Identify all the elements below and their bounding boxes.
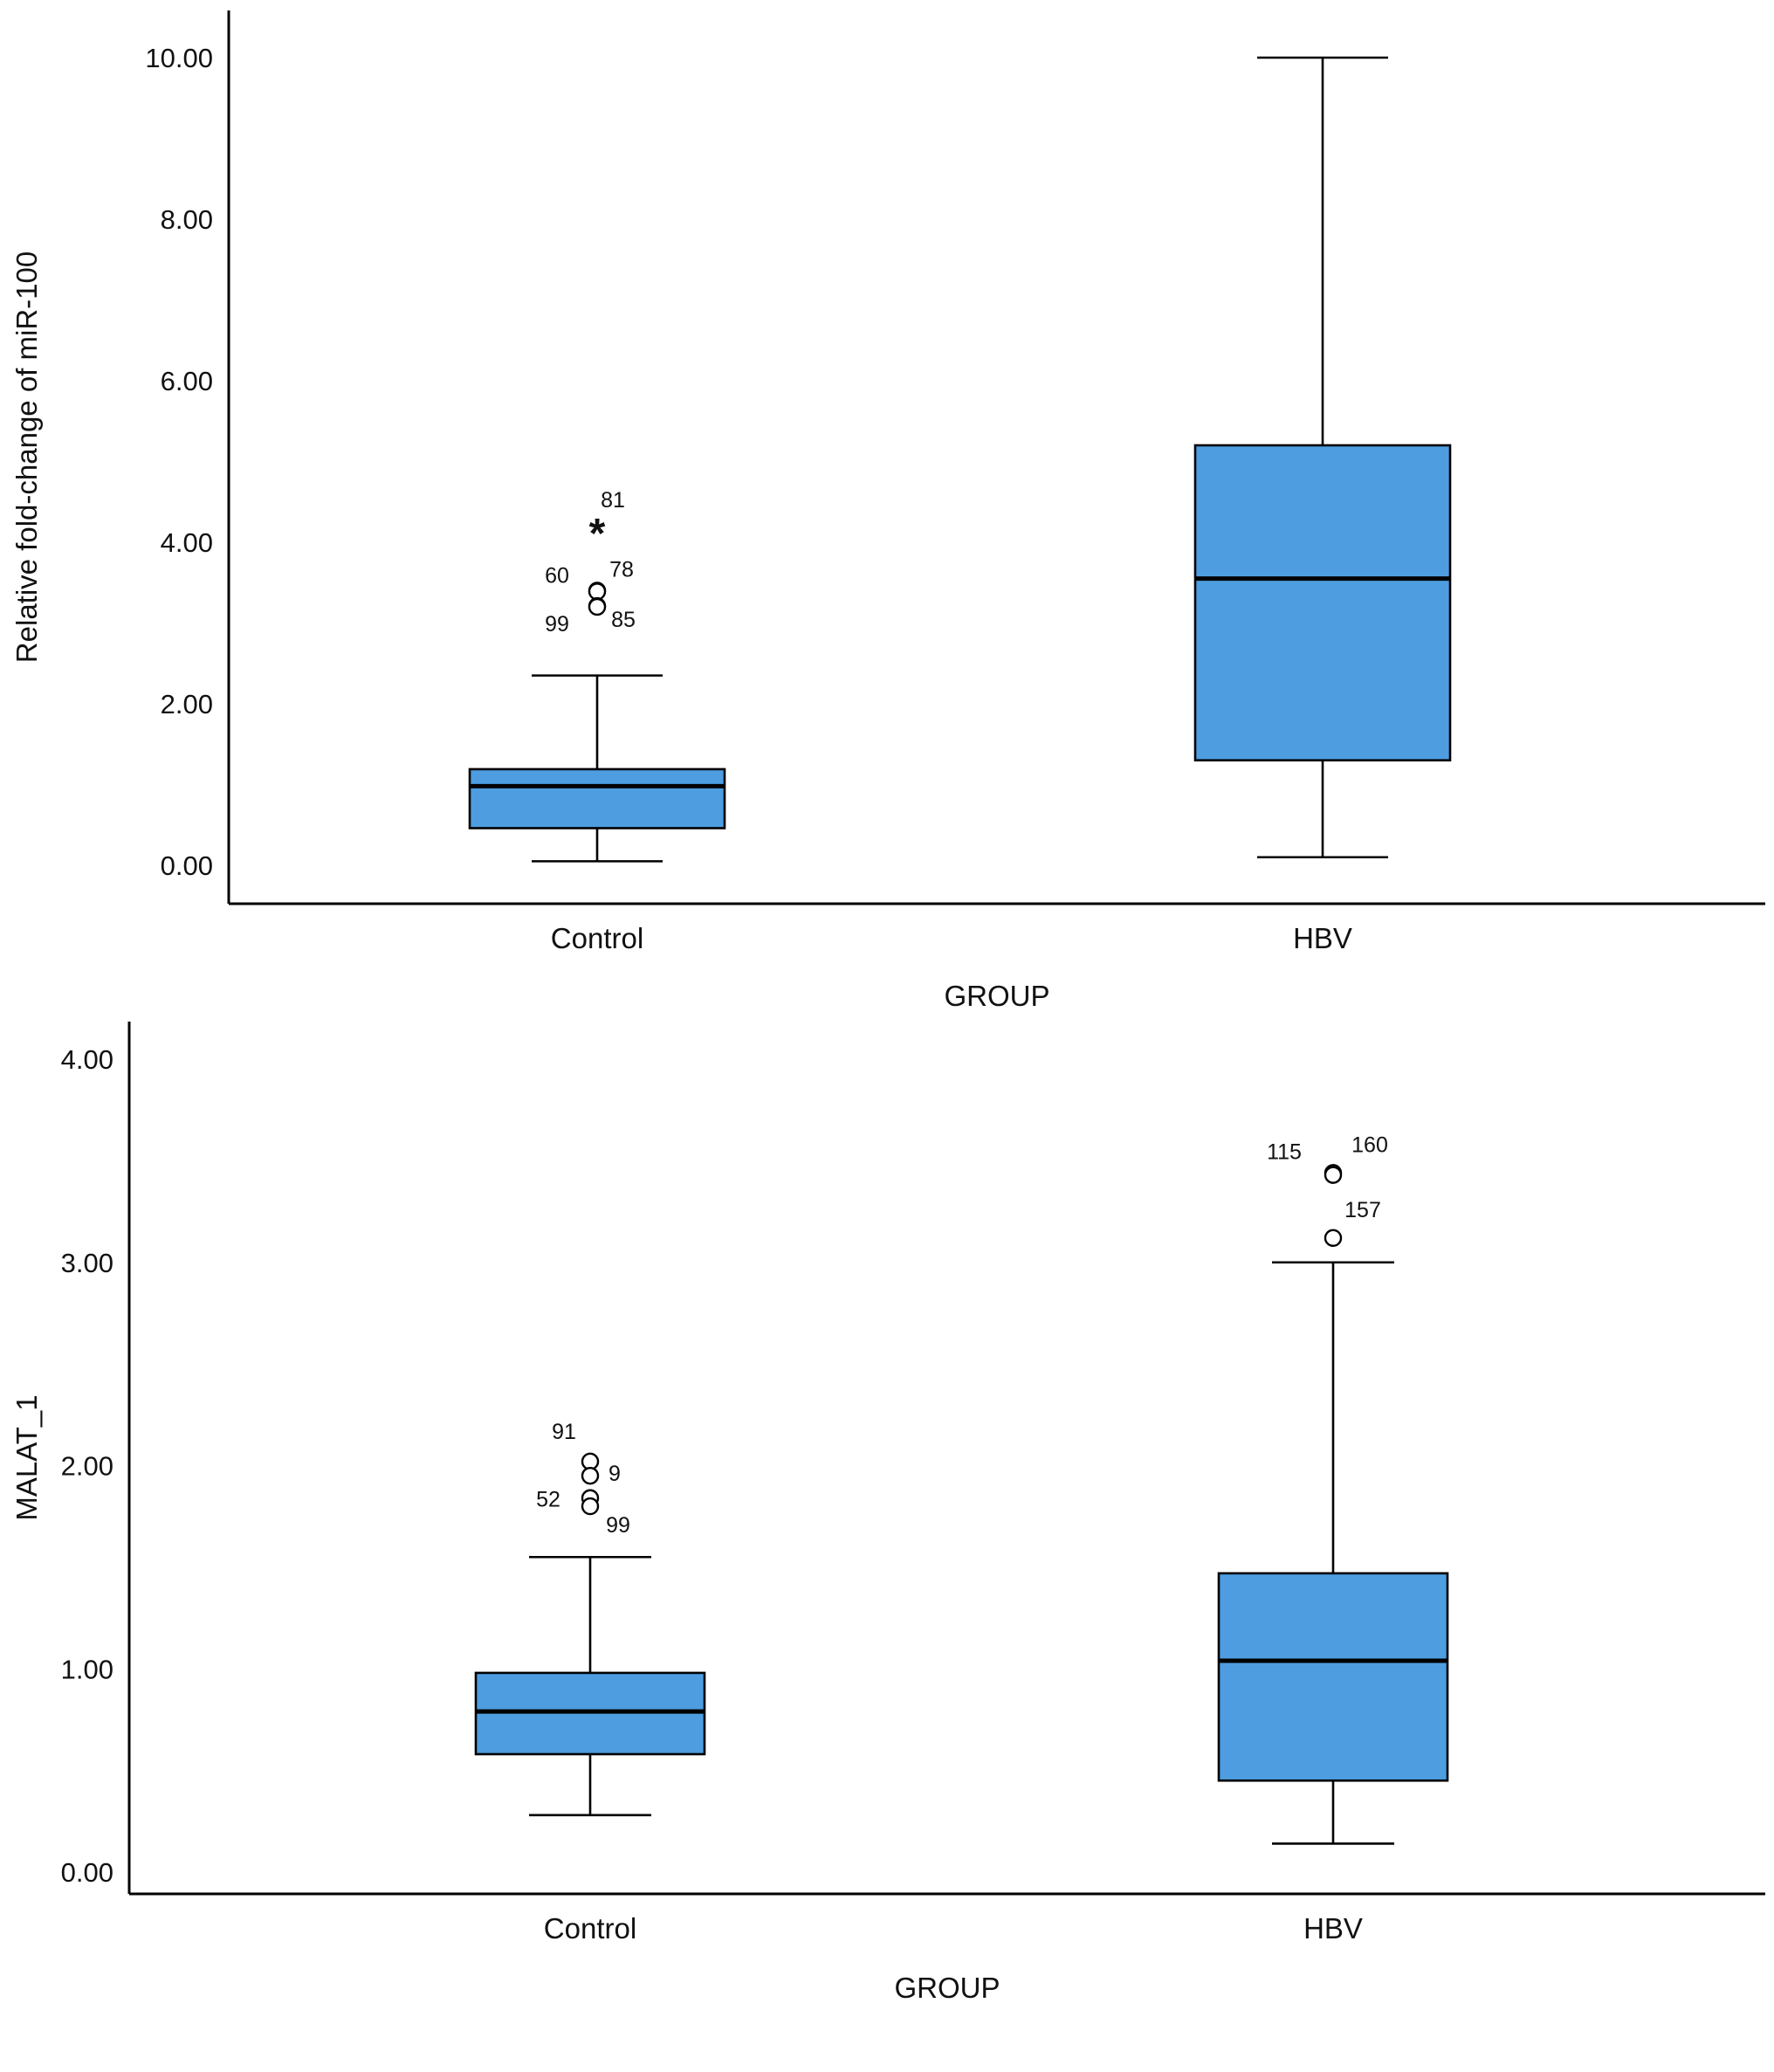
boxplot-malat1: 0.00 1.00 2.00 3.00 4.00 MALAT_1 GROUP Control 9… (0, 1013, 1774, 2072)
y-tick-label: 4.00 (161, 527, 213, 558)
outlier-label: 99 (606, 1513, 630, 1538)
iqr-box (1217, 1572, 1449, 1782)
outlier-label: 91 (552, 1420, 576, 1444)
outlier-point (581, 1466, 600, 1485)
outlier-label: 99 (545, 612, 569, 637)
y-tick-label: 8.00 (161, 204, 213, 235)
x-axis-title: GROUP (894, 1972, 1000, 2004)
y-tick-label: 10.00 (145, 43, 213, 73)
boxplot-malat1-svg: 0.00 1.00 2.00 3.00 4.00 MALAT_1 GROUP Control 9… (10, 1022, 1765, 2004)
y-tick-label: 1.00 (61, 1654, 113, 1684)
outlier-point (588, 597, 607, 616)
y-tick-label: 2.00 (61, 1451, 113, 1482)
y-tick-label: 2.00 (161, 689, 213, 719)
category-label: Control (544, 1912, 636, 1945)
outlier-label: 52 (536, 1488, 560, 1512)
outlier-label: 60 (545, 563, 569, 588)
outlier-label: 157 (1344, 1198, 1381, 1222)
outlier-label: 9 (609, 1462, 621, 1486)
outlier-point (581, 1497, 600, 1516)
category-label: HBV (1293, 922, 1352, 954)
outlier-label: 85 (611, 608, 636, 632)
y-tick-label: 4.00 (61, 1044, 113, 1075)
y-axis-title: MALAT_1 (10, 1394, 43, 1520)
y-tick-label: 0.00 (161, 850, 213, 881)
category-label: Control (551, 922, 643, 954)
iqr-box (468, 768, 726, 829)
iqr-box (1193, 444, 1452, 762)
y-tick-label: 6.00 (161, 366, 213, 396)
outlier-label: 78 (609, 558, 634, 582)
extreme-point: * (589, 511, 606, 557)
extreme-label: 81 (601, 488, 625, 513)
x-axis-title: GROUP (944, 980, 1049, 1012)
outlier-point (588, 582, 607, 601)
boxplot-mir100-svg: 0.00 2.00 4.00 6.00 8.00 10.00 Relative fold-c… (10, 10, 1765, 1012)
outlier-label: 115 (1267, 1140, 1302, 1165)
outlier-label: 160 (1351, 1132, 1388, 1157)
y-tick-label: 3.00 (61, 1248, 113, 1278)
y-axis-title: Relative fold-change of miR-100 (10, 251, 43, 663)
outlier-point (1324, 1229, 1343, 1248)
boxplot-mir100: 0.00 2.00 4.00 6.00 8.00 10.00 Relative fold-c… (0, 0, 1774, 1013)
category-label: HBV (1303, 1912, 1363, 1945)
y-tick-label: 0.00 (61, 1857, 113, 1888)
outlier-point (1324, 1166, 1343, 1184)
